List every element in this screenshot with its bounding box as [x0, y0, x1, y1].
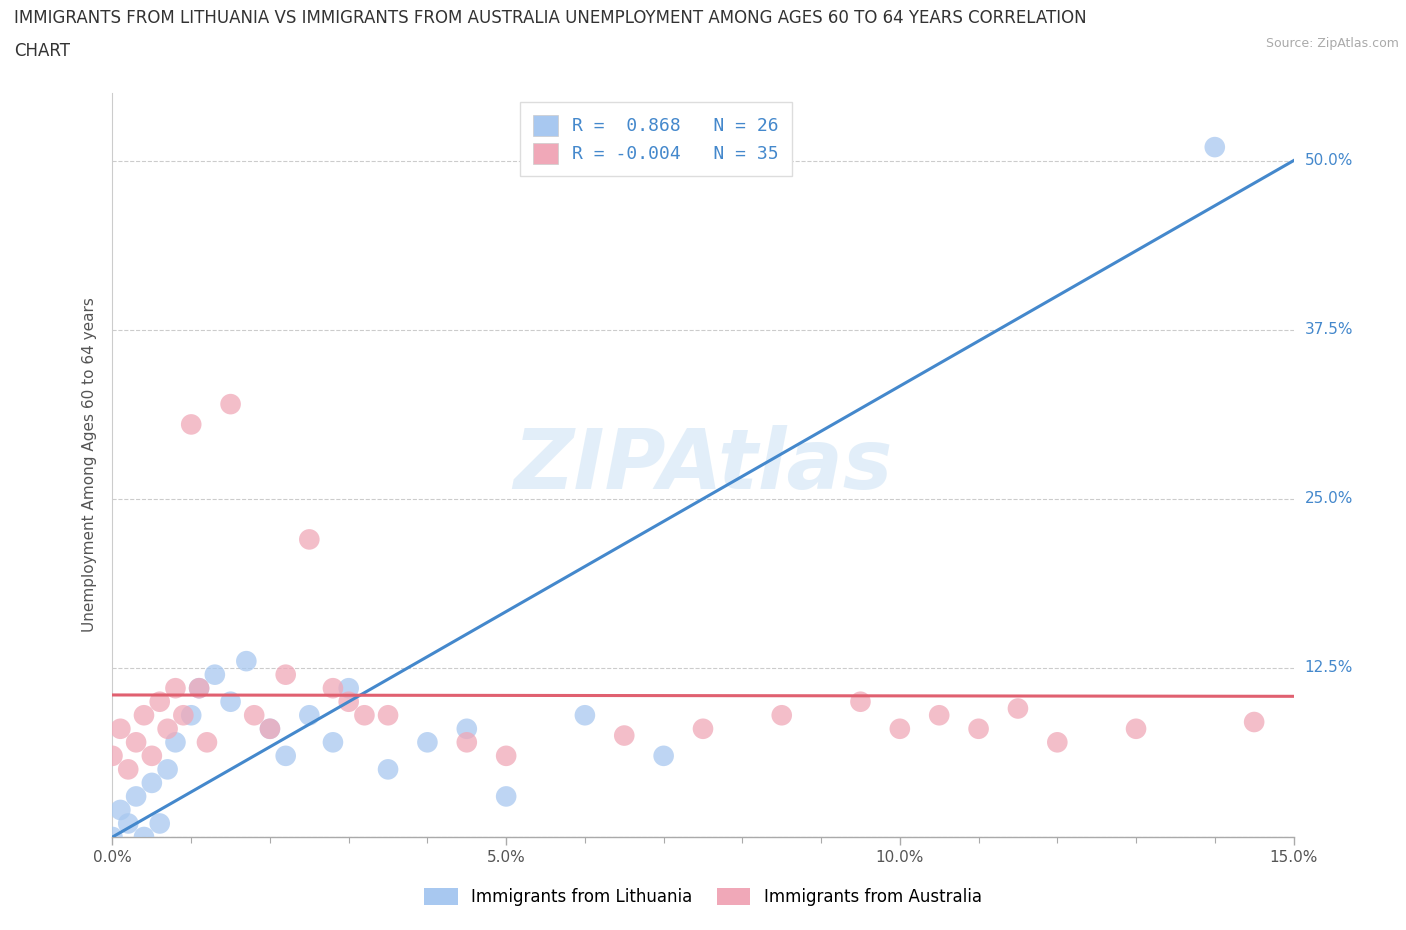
Point	[110, 722, 132, 737]
Text: 50.0%: 50.0%	[1305, 153, 1353, 168]
Point	[770, 708, 793, 723]
Point	[180, 417, 202, 432]
Y-axis label: Unemployment Among Ages 60 to 64 years: Unemployment Among Ages 60 to 64 years	[82, 298, 97, 632]
Point	[495, 789, 517, 804]
Point	[849, 695, 872, 710]
Point	[132, 830, 155, 844]
Point	[180, 708, 202, 723]
Text: CHART: CHART	[14, 42, 70, 60]
Point	[219, 397, 242, 412]
Point	[928, 708, 950, 723]
Point	[132, 708, 155, 723]
Point	[322, 681, 344, 696]
Point	[495, 749, 517, 764]
Text: 37.5%: 37.5%	[1305, 322, 1353, 338]
Point	[165, 735, 187, 750]
Point	[141, 749, 163, 764]
Point	[574, 708, 596, 723]
Point	[613, 728, 636, 743]
Point	[110, 803, 132, 817]
Point	[1046, 735, 1069, 750]
Point	[235, 654, 257, 669]
Point	[353, 708, 375, 723]
Point	[125, 789, 148, 804]
Legend: R =  0.868   N = 26, R = -0.004   N = 35: R = 0.868 N = 26, R = -0.004 N = 35	[520, 102, 792, 177]
Point	[377, 762, 399, 777]
Legend: Immigrants from Lithuania, Immigrants from Australia: Immigrants from Lithuania, Immigrants fr…	[418, 881, 988, 912]
Point	[298, 708, 321, 723]
Point	[416, 735, 439, 750]
Text: ZIPAtlas: ZIPAtlas	[513, 424, 893, 506]
Text: 12.5%: 12.5%	[1305, 660, 1353, 675]
Point	[1204, 140, 1226, 154]
Point	[456, 722, 478, 737]
Text: Source: ZipAtlas.com: Source: ZipAtlas.com	[1265, 37, 1399, 50]
Point	[117, 762, 139, 777]
Point	[692, 722, 714, 737]
Point	[101, 830, 124, 844]
Point	[149, 695, 172, 710]
Point	[125, 735, 148, 750]
Point	[101, 749, 124, 764]
Point	[195, 735, 218, 750]
Point	[156, 762, 179, 777]
Point	[243, 708, 266, 723]
Point	[377, 708, 399, 723]
Point	[967, 722, 990, 737]
Point	[204, 667, 226, 682]
Text: IMMIGRANTS FROM LITHUANIA VS IMMIGRANTS FROM AUSTRALIA UNEMPLOYMENT AMONG AGES 6: IMMIGRANTS FROM LITHUANIA VS IMMIGRANTS …	[14, 9, 1087, 27]
Point	[652, 749, 675, 764]
Point	[322, 735, 344, 750]
Point	[219, 695, 242, 710]
Point	[188, 681, 211, 696]
Point	[274, 667, 297, 682]
Point	[298, 532, 321, 547]
Point	[259, 722, 281, 737]
Point	[149, 816, 172, 830]
Point	[337, 695, 360, 710]
Point	[165, 681, 187, 696]
Point	[188, 681, 211, 696]
Point	[337, 681, 360, 696]
Point	[117, 816, 139, 830]
Point	[1125, 722, 1147, 737]
Point	[259, 722, 281, 737]
Point	[141, 776, 163, 790]
Point	[172, 708, 194, 723]
Point	[456, 735, 478, 750]
Point	[1007, 701, 1029, 716]
Point	[156, 722, 179, 737]
Point	[889, 722, 911, 737]
Point	[1243, 714, 1265, 729]
Text: 25.0%: 25.0%	[1305, 491, 1353, 506]
Point	[274, 749, 297, 764]
